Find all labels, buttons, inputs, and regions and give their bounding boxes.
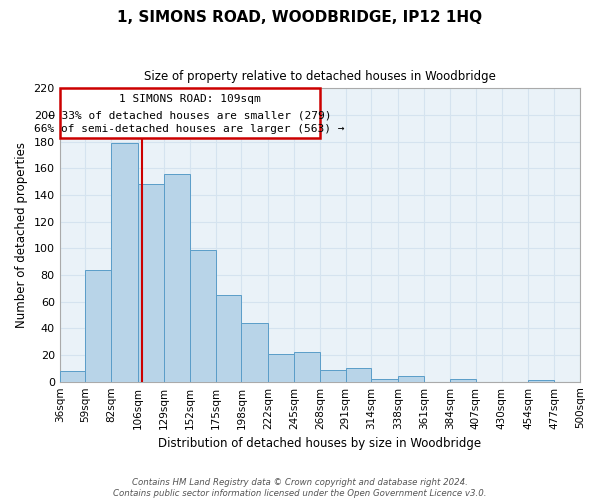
Bar — [294, 352, 320, 382]
Text: ← 33% of detached houses are smaller (279): ← 33% of detached houses are smaller (27… — [48, 110, 331, 120]
Bar — [529, 380, 554, 382]
Bar — [268, 354, 294, 382]
Text: 1 SIMONS ROAD: 109sqm: 1 SIMONS ROAD: 109sqm — [119, 94, 260, 104]
Bar — [138, 184, 164, 382]
Text: 66% of semi-detached houses are larger (563) →: 66% of semi-detached houses are larger (… — [34, 124, 345, 134]
Bar — [59, 88, 320, 138]
Title: Size of property relative to detached houses in Woodbridge: Size of property relative to detached ho… — [144, 70, 496, 83]
Text: 1, SIMONS ROAD, WOODBRIDGE, IP12 1HQ: 1, SIMONS ROAD, WOODBRIDGE, IP12 1HQ — [118, 10, 482, 25]
Bar — [320, 370, 346, 382]
Bar — [111, 143, 138, 382]
Y-axis label: Number of detached properties: Number of detached properties — [15, 142, 28, 328]
Bar — [241, 323, 268, 382]
X-axis label: Distribution of detached houses by size in Woodbridge: Distribution of detached houses by size … — [158, 437, 481, 450]
Bar — [59, 371, 85, 382]
Bar — [398, 376, 424, 382]
Bar — [164, 174, 190, 382]
Bar — [85, 270, 111, 382]
Bar — [190, 250, 215, 382]
Bar — [215, 295, 241, 382]
Bar — [346, 368, 371, 382]
Text: Contains HM Land Registry data © Crown copyright and database right 2024.
Contai: Contains HM Land Registry data © Crown c… — [113, 478, 487, 498]
Bar — [371, 379, 398, 382]
Bar — [450, 379, 476, 382]
